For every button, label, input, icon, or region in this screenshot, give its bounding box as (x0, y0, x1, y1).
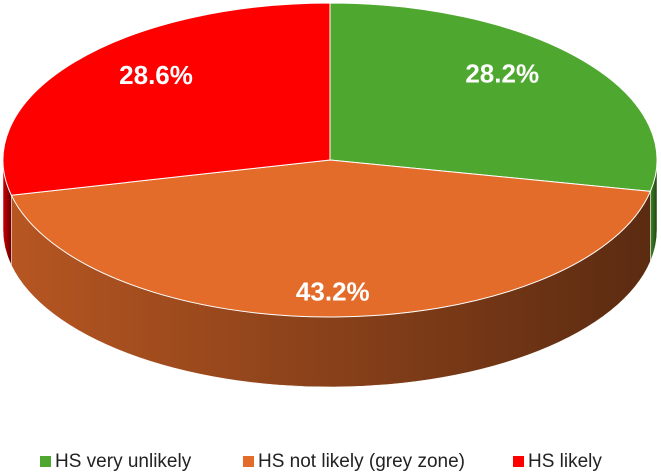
legend-swatch (513, 456, 524, 467)
legend-label: HS not likely (grey zone) (258, 451, 465, 472)
pie-slice (329, 2, 658, 192)
data-label: 43.2% (296, 276, 370, 306)
data-label: 28.6% (119, 60, 193, 90)
legend-label: HS likely (528, 451, 602, 472)
legend-swatch (243, 456, 254, 467)
pie-slice (2, 2, 331, 196)
pie-slice (10, 159, 652, 318)
legend-swatch (40, 456, 51, 467)
data-label: 28.2% (465, 58, 539, 88)
legend-label: HS very unlikely (55, 451, 192, 472)
